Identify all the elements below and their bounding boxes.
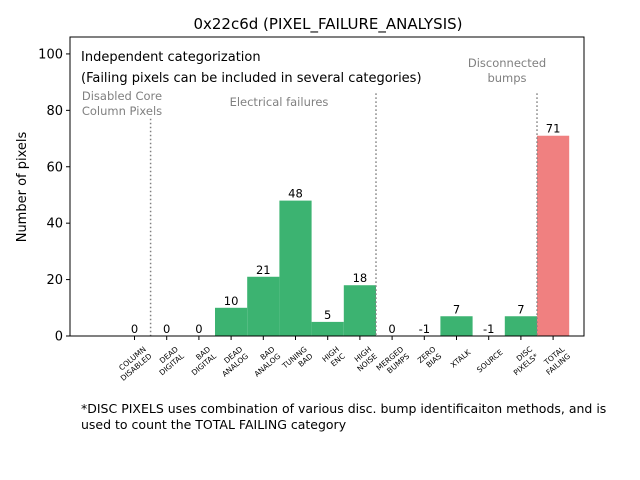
y-axis-label: Number of pixels bbox=[15, 131, 30, 242]
bar-value-label: 10 bbox=[224, 294, 239, 308]
svg-text:ZEROBIAS: ZEROBIAS bbox=[416, 344, 444, 371]
x-tick-label: TOTALFAILING bbox=[539, 344, 573, 377]
svg-text:DISCPIXELS*: DISCPIXELS* bbox=[506, 344, 540, 377]
bar-value-label: -1 bbox=[419, 322, 430, 336]
bar-value-label: 0 bbox=[163, 322, 170, 336]
group-label-disabled-line2: Column Pixels bbox=[82, 104, 162, 118]
svg-text:TUNINGBAD: TUNINGBAD bbox=[280, 345, 315, 378]
bar bbox=[279, 200, 312, 336]
x-tick-label: HIGHENC bbox=[320, 345, 346, 371]
svg-text:DEADANALOG: DEADANALOG bbox=[214, 344, 250, 378]
x-tick-label: HIGHNOISE bbox=[350, 344, 380, 374]
header-line-1: Independent categorization bbox=[81, 50, 261, 65]
bar-value-label: 7 bbox=[517, 302, 524, 316]
svg-text:HIGHENC: HIGHENC bbox=[320, 345, 346, 371]
svg-text:SOURCE: SOURCE bbox=[475, 348, 505, 375]
bar bbox=[343, 285, 376, 336]
y-tick-label: 60 bbox=[46, 160, 63, 175]
y-tick-label: 40 bbox=[46, 217, 63, 232]
x-tick-label: TUNINGBAD bbox=[280, 345, 315, 378]
svg-text:BADDIGITAL: BADDIGITAL bbox=[184, 344, 219, 377]
bar-value-label: 18 bbox=[353, 271, 368, 285]
footnote: *DISC PIXELS uses combination of various… bbox=[81, 401, 607, 432]
x-tick-label: BADANALOG bbox=[247, 345, 283, 379]
bar bbox=[311, 321, 344, 336]
group-label-disconnected-line2: bumps bbox=[487, 71, 526, 85]
svg-text:COLUMNDISABLED: COLUMNDISABLED bbox=[113, 344, 154, 382]
bar-value-label: 21 bbox=[256, 263, 271, 277]
x-tick-label: DEADANALOG bbox=[214, 344, 250, 378]
plot-frame bbox=[69, 36, 585, 337]
svg-text:XTALK: XTALK bbox=[449, 347, 473, 370]
header-line-2: (Failing pixels can be included in sever… bbox=[81, 71, 422, 86]
y-tick-label: 20 bbox=[46, 273, 63, 288]
y-tick-label: 100 bbox=[38, 47, 63, 62]
svg-text:TOTALFAILING: TOTALFAILING bbox=[539, 344, 573, 377]
bar-value-label: 7 bbox=[453, 302, 460, 316]
group-label-electrical: Electrical failures bbox=[230, 95, 329, 109]
bar-value-label: 5 bbox=[324, 308, 331, 322]
x-tick-label: ZEROBIAS bbox=[416, 344, 444, 371]
bar-value-label: 48 bbox=[288, 187, 303, 201]
bar bbox=[504, 316, 537, 336]
x-tick-label: SOURCE bbox=[475, 348, 505, 375]
group-label-disabled-line1: Disabled Core bbox=[82, 89, 162, 103]
bar-value-label: 71 bbox=[546, 122, 561, 136]
svg-text:BADANALOG: BADANALOG bbox=[247, 345, 283, 379]
bar-value-label: 0 bbox=[388, 322, 395, 336]
x-tick-label: COLUMNDISABLED bbox=[113, 344, 154, 383]
x-tick-label: MERGEDBUMPS bbox=[375, 344, 412, 379]
x-tick-label: XTALK bbox=[449, 347, 473, 370]
svg-text:DEADDIGITAL: DEADDIGITAL bbox=[152, 344, 187, 377]
y-tick-label: 80 bbox=[46, 104, 63, 119]
svg-text:MERGEDBUMPS: MERGEDBUMPS bbox=[375, 344, 412, 379]
bar bbox=[537, 135, 570, 336]
y-tick-label: 0 bbox=[55, 330, 63, 345]
x-tick-label: BADDIGITAL bbox=[184, 344, 219, 378]
svg-text:HIGHNOISE: HIGHNOISE bbox=[350, 344, 380, 373]
bar bbox=[247, 276, 280, 336]
x-tick-label: DEADDIGITAL bbox=[152, 344, 187, 377]
bar bbox=[440, 316, 473, 336]
group-label-disconnected-line1: Disconnected bbox=[468, 56, 546, 70]
chart-title: 0x22c6d (PIXEL_FAILURE_ANALYSIS) bbox=[193, 15, 462, 34]
x-tick-label: DISCPIXELS* bbox=[506, 344, 540, 378]
bar bbox=[215, 307, 248, 336]
bar-value-label: 0 bbox=[195, 322, 202, 336]
bar-value-label: -1 bbox=[483, 322, 494, 336]
bar-value-label: 0 bbox=[131, 322, 138, 336]
